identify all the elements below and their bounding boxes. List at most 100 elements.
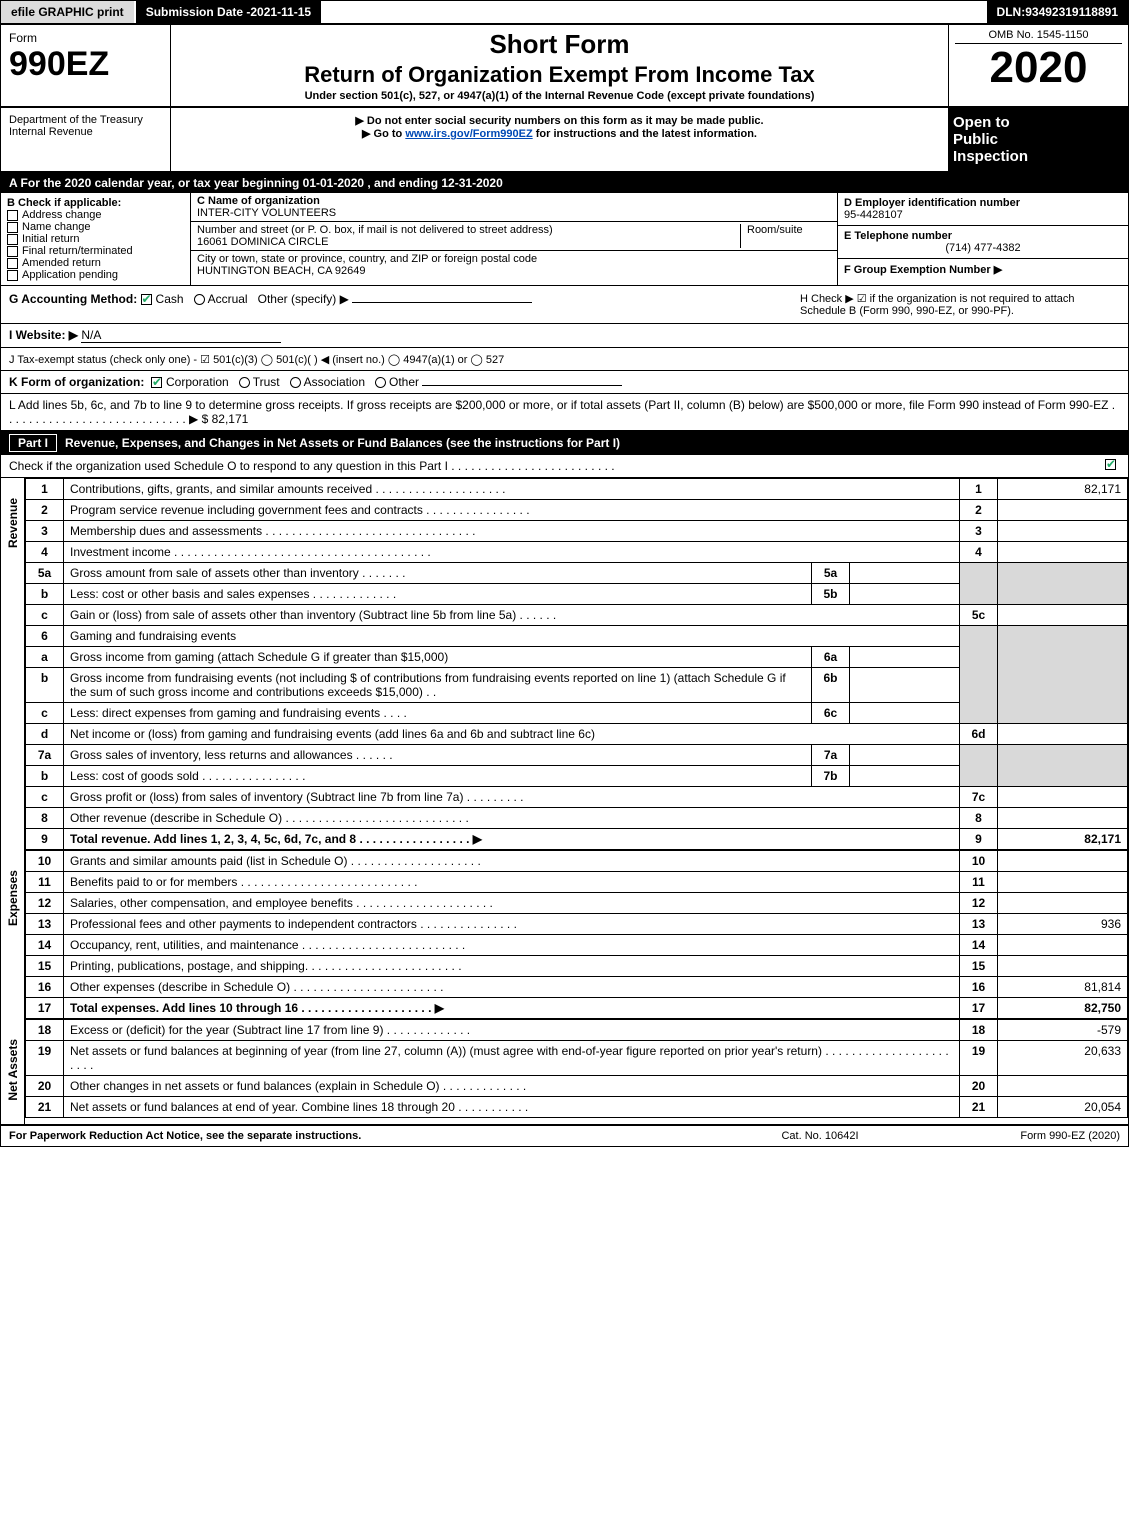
efile-print-button[interactable]: efile GRAPHIC print	[1, 1, 136, 23]
open-line1: Open to	[953, 114, 1124, 131]
goto-pre: ▶ Go to	[362, 128, 405, 140]
chk-address-change[interactable]: Address change	[7, 209, 184, 221]
revenue-table: 1Contributions, gifts, grants, and simil…	[25, 478, 1128, 850]
row-15: 15Printing, publications, postage, and s…	[26, 956, 1128, 977]
open-line3: Inspection	[953, 148, 1124, 165]
chk-final-return[interactable]: Final return/terminated	[7, 245, 184, 257]
section-a-bar: A For the 2020 calendar year, or tax yea…	[1, 173, 1128, 193]
side-label-revenue: Revenue	[1, 478, 25, 850]
line-l-amount: $ 82,171	[202, 412, 249, 426]
header-right: OMB No. 1545-1150 2020	[948, 25, 1128, 106]
netassets-table: 18Excess or (deficit) for the year (Subt…	[25, 1019, 1128, 1118]
chk-initial-return[interactable]: Initial return	[7, 233, 184, 245]
info-grid: B Check if applicable: Address change Na…	[1, 193, 1128, 286]
line-g-h: G Accounting Method: Cash Accrual Other …	[1, 286, 1128, 324]
group-row: F Group Exemption Number ▶	[838, 259, 1128, 280]
other-specify-input[interactable]	[352, 302, 532, 303]
row-5c: cGain or (loss) from sale of assets othe…	[26, 605, 1128, 626]
line-h: H Check ▶ ☑ if the organization is not r…	[800, 292, 1120, 317]
subhead: Under section 501(c), 527, or 4947(a)(1)…	[179, 90, 940, 102]
netassets-section: Net Assets 18Excess or (deficit) for the…	[1, 1019, 1128, 1124]
row-2: 2Program service revenue including gover…	[26, 500, 1128, 521]
other-org-input[interactable]	[422, 385, 622, 386]
form-word: Form	[9, 31, 162, 45]
chk-cash[interactable]	[141, 294, 152, 305]
side-label-netassets: Net Assets	[1, 1019, 25, 1124]
part-i-sub: Check if the organization used Schedule …	[1, 455, 1128, 478]
org-name-value: INTER-CITY VOLUNTEERS	[197, 207, 336, 219]
topbar-spacer	[323, 1, 986, 23]
dln-value: 93492319118891	[1025, 5, 1118, 19]
other-specify: Other (specify) ▶	[258, 292, 349, 306]
row-12: 12Salaries, other compensation, and empl…	[26, 893, 1128, 914]
row-4: 4Investment income . . . . . . . . . . .…	[26, 542, 1128, 563]
column-d: D Employer identification number 95-4428…	[838, 193, 1128, 285]
tax-year: 2020	[955, 46, 1122, 90]
line-l-text: L Add lines 5b, 6c, and 7b to line 9 to …	[9, 398, 1115, 426]
ein-value: 95-4428107	[844, 209, 1122, 221]
short-form-title: Short Form	[179, 29, 940, 60]
chk-amended-return[interactable]: Amended return	[7, 257, 184, 269]
form-page: efile GRAPHIC print Submission Date - 20…	[0, 0, 1129, 1147]
sub-header-row: Department of the Treasury Internal Reve…	[1, 108, 1128, 173]
revenue-section: Revenue 1Contributions, gifts, grants, a…	[1, 478, 1128, 850]
row-6: 6Gaming and fundraising events	[26, 626, 1128, 647]
city-value: HUNTINGTON BEACH, CA 92649	[197, 265, 366, 277]
footer-right: Form 990-EZ (2020)	[920, 1130, 1120, 1142]
row-20: 20Other changes in net assets or fund ba…	[26, 1076, 1128, 1097]
column-c: C Name of organization INTER-CITY VOLUNT…	[191, 193, 838, 285]
chk-association[interactable]	[290, 377, 301, 388]
expenses-table: 10Grants and similar amounts paid (list …	[25, 850, 1128, 1019]
submission-date-value: 2021-11-15	[250, 5, 311, 19]
return-title: Return of Organization Exempt From Incom…	[179, 62, 940, 88]
row-1: 1Contributions, gifts, grants, and simil…	[26, 479, 1128, 500]
dln-label: DLN:	[997, 5, 1026, 19]
row-18: 18Excess or (deficit) for the year (Subt…	[26, 1020, 1128, 1041]
part-i-header: Part I Revenue, Expenses, and Changes in…	[1, 431, 1128, 455]
chk-other-org[interactable]	[375, 377, 386, 388]
footer-left: For Paperwork Reduction Act Notice, see …	[9, 1130, 720, 1142]
header-left: Form 990EZ	[1, 25, 171, 106]
row-19: 19Net assets or fund balances at beginni…	[26, 1041, 1128, 1076]
line-k: K Form of organization: Corporation Trus…	[1, 371, 1128, 394]
org-name-row: C Name of organization INTER-CITY VOLUNT…	[191, 193, 837, 222]
chk-corporation[interactable]	[151, 377, 162, 388]
open-line2: Public	[953, 131, 1124, 148]
part-i-schedule-o-check[interactable]	[1105, 459, 1116, 470]
line-k-label: K Form of organization:	[9, 375, 144, 389]
line-j: J Tax-exempt status (check only one) - ☑…	[1, 348, 1128, 371]
open-public-inner: Open to Public Inspection	[949, 108, 1128, 171]
row-11: 11Benefits paid to or for members . . . …	[26, 872, 1128, 893]
goto-post: for instructions and the latest informat…	[536, 128, 757, 140]
line-j-text: J Tax-exempt status (check only one) - ☑…	[9, 354, 504, 366]
room-label: Room/suite	[747, 224, 803, 236]
row-13: 13Professional fees and other payments t…	[26, 914, 1128, 935]
chk-name-change[interactable]: Name change	[7, 221, 184, 233]
street-label: Number and street (or P. O. box, if mail…	[197, 224, 553, 236]
chk-application-pending[interactable]: Application pending	[7, 269, 184, 281]
row-21: 21Net assets or fund balances at end of …	[26, 1097, 1128, 1118]
line-g-label: G Accounting Method:	[9, 292, 137, 306]
chk-accrual[interactable]	[194, 294, 205, 305]
page-footer: For Paperwork Reduction Act Notice, see …	[1, 1124, 1128, 1146]
part-i-tag: Part I	[9, 434, 57, 452]
line-l: L Add lines 5b, 6c, and 7b to line 9 to …	[1, 394, 1128, 431]
org-name-label: C Name of organization	[197, 195, 320, 207]
website-value: N/A	[81, 328, 281, 343]
omb-number: OMB No. 1545-1150	[955, 29, 1122, 44]
sub-center: ▶ Do not enter social security numbers o…	[171, 108, 948, 171]
street-value: 16061 DOMINICA CIRCLE	[197, 236, 328, 248]
city-row: City or town, state or province, country…	[191, 251, 837, 279]
chk-trust[interactable]	[239, 377, 250, 388]
part-i-title: Revenue, Expenses, and Changes in Net As…	[65, 436, 1120, 450]
dept-label: Department of the Treasury	[9, 114, 162, 126]
ein-label: D Employer identification number	[844, 197, 1122, 209]
part-i-sub-text: Check if the organization used Schedule …	[9, 459, 1105, 473]
top-bar: efile GRAPHIC print Submission Date - 20…	[1, 1, 1128, 25]
ssn-warning: ▶ Do not enter social security numbers o…	[179, 114, 940, 127]
irs-link[interactable]: www.irs.gov/Form990EZ	[405, 128, 532, 140]
form-number: 990EZ	[9, 45, 162, 84]
row-10: 10Grants and similar amounts paid (list …	[26, 851, 1128, 872]
submission-date-button[interactable]: Submission Date - 2021-11-15	[136, 1, 323, 23]
col-b-header: B Check if applicable:	[7, 197, 184, 209]
